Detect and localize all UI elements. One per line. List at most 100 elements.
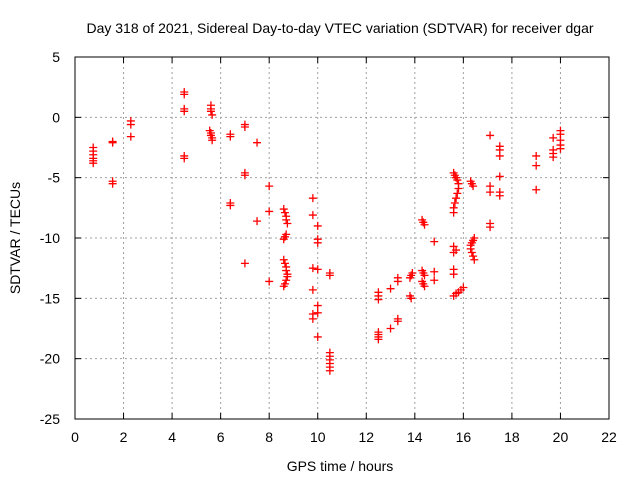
data-point [495, 191, 504, 200]
y-tick-label: -15 [40, 290, 60, 306]
data-point [282, 276, 291, 285]
data-point [180, 154, 189, 163]
data-point [108, 179, 117, 188]
data-point [449, 270, 458, 279]
data-point [495, 172, 504, 181]
data-point [313, 308, 322, 317]
data-point [420, 220, 429, 229]
data-point [420, 282, 429, 291]
data-point [420, 271, 429, 280]
data-point [282, 215, 291, 224]
x-tick-label: 18 [504, 429, 520, 445]
data-point [450, 199, 459, 208]
data-point [386, 284, 395, 293]
data-point [280, 259, 289, 268]
data-point [226, 201, 235, 210]
data-point [265, 207, 274, 216]
data-point [108, 138, 117, 147]
data-point [253, 138, 262, 147]
data-point [532, 151, 541, 160]
data-point [466, 244, 475, 253]
x-tick-label: 4 [168, 429, 176, 445]
data-point [532, 161, 541, 170]
data-point [308, 211, 317, 220]
data-point [325, 366, 334, 375]
data-point [486, 131, 495, 140]
data-point [325, 271, 334, 280]
data-point [308, 314, 317, 323]
data-point [386, 324, 395, 333]
data-point [313, 332, 322, 341]
x-tick-label: 10 [310, 429, 326, 445]
x-axis-label: GPS time / hours [287, 458, 394, 474]
data-point [208, 110, 217, 119]
data-point [180, 90, 189, 99]
data-point [280, 208, 289, 217]
data-point [313, 221, 322, 230]
y-tick-label: -10 [40, 230, 60, 246]
grid-lines [75, 57, 609, 419]
axis-ticks: 0 2 4 6 8 10 12 14 16 18 20 22 -25 -20 -15 -10 -5 0 5 [40, 49, 617, 445]
x-tick-label: 2 [120, 429, 128, 445]
data-point [393, 277, 402, 286]
data-point [407, 294, 416, 303]
data-points [89, 87, 565, 375]
y-tick-label: -20 [40, 351, 60, 367]
data-point [454, 184, 463, 193]
data-point [430, 267, 439, 276]
data-point [430, 237, 439, 246]
x-tick-label: 14 [407, 429, 423, 445]
data-point [89, 159, 98, 168]
y-tick-label: 5 [52, 49, 60, 65]
data-point [279, 255, 288, 264]
data-point [453, 189, 462, 198]
x-tick-label: 12 [358, 429, 374, 445]
x-tick-label: 8 [265, 429, 273, 445]
data-point [283, 272, 292, 281]
data-point [283, 219, 292, 228]
data-point [430, 276, 439, 285]
data-point [549, 133, 558, 142]
data-point [486, 223, 495, 232]
y-axis-label: SDTVAR / TECUs [7, 182, 23, 294]
data-point [374, 335, 383, 344]
data-point [459, 283, 468, 292]
data-point [308, 264, 317, 273]
data-point [453, 176, 462, 185]
data-point [469, 252, 478, 261]
data-point [556, 144, 565, 153]
data-point [495, 151, 504, 160]
data-point [240, 122, 249, 131]
data-point [126, 120, 135, 129]
data-point [470, 234, 479, 242]
data-point [282, 230, 291, 239]
data-point [180, 107, 189, 116]
y-tick-label: -5 [48, 170, 61, 186]
data-point [393, 317, 402, 326]
data-point [279, 205, 288, 214]
data-point [469, 182, 478, 191]
data-point [308, 194, 317, 203]
data-point [452, 246, 461, 255]
data-point [208, 136, 217, 145]
data-point [467, 248, 476, 257]
chart-title: Day 318 of 2021, Sidereal Day-to-day VTE… [86, 20, 593, 36]
data-point [126, 132, 135, 141]
data-point [308, 285, 317, 294]
data-point [549, 153, 558, 162]
x-tick-label: 0 [71, 429, 79, 445]
data-point [313, 265, 322, 274]
data-point [405, 273, 414, 282]
x-tick-label: 22 [601, 429, 617, 445]
data-point [374, 295, 383, 304]
data-point [226, 132, 235, 141]
data-point [532, 185, 541, 194]
y-tick-label: 0 [52, 109, 60, 125]
data-point [279, 282, 288, 291]
data-point [240, 171, 249, 180]
data-point [240, 259, 249, 268]
x-tick-label: 6 [217, 429, 225, 445]
y-tick-label: -25 [40, 411, 60, 427]
data-point [486, 188, 495, 197]
